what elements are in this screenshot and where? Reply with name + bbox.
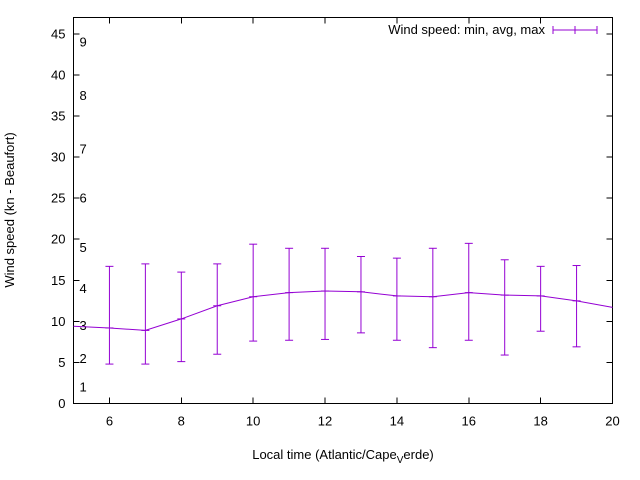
y-axis-title: Wind speed (kn - Beaufort)	[2, 132, 17, 287]
y-tick-label: 0	[58, 396, 65, 411]
error-bar	[249, 243, 258, 342]
x-tick-label: 6	[106, 414, 113, 429]
x-tick-label: 8	[178, 414, 185, 429]
y-tick-label: 45	[51, 26, 65, 41]
x-axis-title-subscript: V	[397, 455, 404, 466]
beaufort-label: 9	[80, 35, 87, 50]
y-tick-label: 15	[51, 273, 65, 288]
data-series-group	[73, 242, 613, 365]
y-tick-label: 35	[51, 109, 65, 124]
y-tick-label: 5	[58, 355, 65, 370]
plot-frame	[73, 17, 613, 404]
x-tick-label: 20	[605, 414, 619, 429]
beaufort-scale-labels: 1 2 3 4 5 6 7 8 9	[80, 35, 87, 395]
beaufort-label: 8	[80, 88, 87, 103]
x-axis-title-after: erde)	[403, 447, 433, 462]
y-tick-label: 30	[51, 150, 65, 165]
x-tick-label: 12	[318, 414, 332, 429]
x-axis-ticks: 6 8 10 12 14 16 18 20	[106, 17, 620, 429]
beaufort-label: 5	[80, 240, 87, 255]
x-tick-label: 16	[462, 414, 476, 429]
beaufort-label: 1	[80, 380, 87, 395]
legend[interactable]: Wind speed: min, avg, max	[388, 22, 598, 37]
error-bar	[213, 263, 222, 355]
beaufort-label: 2	[80, 351, 87, 366]
x-tick-label: 10	[246, 414, 260, 429]
beaufort-label: 6	[80, 191, 87, 206]
x-axis-title: Local time (Atlantic/CapeVerde)	[252, 447, 434, 466]
beaufort-label: 7	[80, 141, 87, 156]
beaufort-label: 3	[80, 318, 87, 333]
legend-label: Wind speed: min, avg, max	[388, 22, 545, 37]
x-tick-label: 14	[390, 414, 404, 429]
avg-line	[73, 290, 613, 331]
x-tick-label: 18	[533, 414, 547, 429]
beaufort-label: 4	[80, 281, 87, 296]
y-tick-label: 10	[51, 314, 65, 329]
y-tick-label: 25	[51, 191, 65, 206]
y-tick-label: 20	[51, 232, 65, 247]
x-axis-title-before: Local time (Atlantic/Cape	[252, 447, 397, 462]
y-tick-label: 40	[51, 67, 65, 82]
